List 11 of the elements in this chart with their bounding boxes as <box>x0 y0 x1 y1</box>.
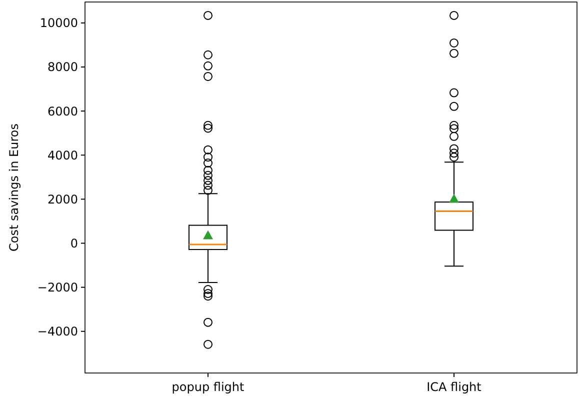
y-tick-label: 0 <box>70 236 78 250</box>
y-tick-label: −4000 <box>37 324 78 339</box>
y-tick-label: 2000 <box>47 192 78 206</box>
x-tick-label: popup flight <box>172 380 245 394</box>
y-tick-label: 4000 <box>47 148 78 162</box>
y-tick-label: 8000 <box>47 60 78 74</box>
y-tick-label: 6000 <box>47 104 78 118</box>
y-tick-label: −2000 <box>37 280 78 294</box>
x-tick-label: ICA flight <box>426 380 482 394</box>
y-tick-label: 10000 <box>40 16 78 30</box>
y-axis-title: Cost savings in Euros <box>7 123 21 252</box>
